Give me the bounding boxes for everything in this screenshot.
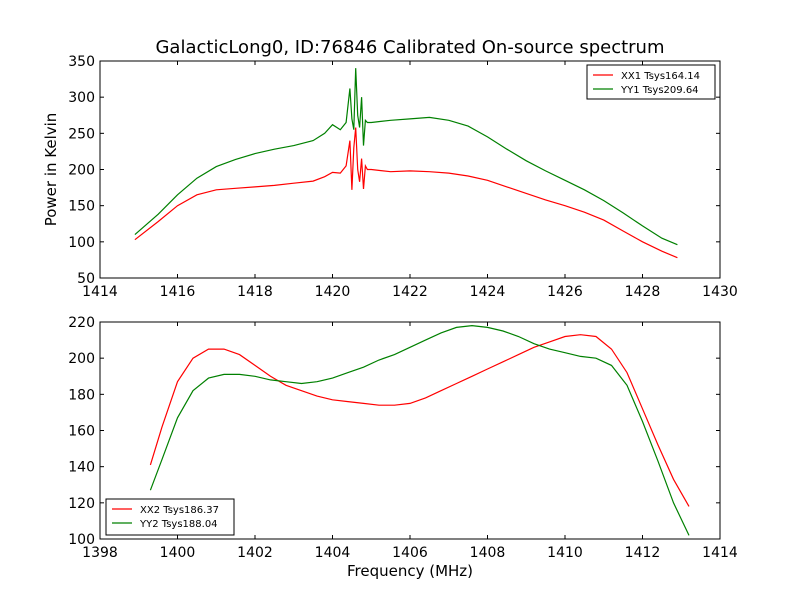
bottom-x-tick-label: 1402 xyxy=(237,545,273,561)
top-legend-label-2: YY1 Tsys209.64 xyxy=(620,85,699,96)
bottom-x-tick-label: 1406 xyxy=(392,545,428,561)
top-y-tick-label: 50 xyxy=(77,271,95,287)
bottom-x-tick-label: 1408 xyxy=(470,545,506,561)
bottom-x-tick-label: 1410 xyxy=(547,545,583,561)
bottom-x-axis-title: Frequency (MHz) xyxy=(347,562,473,580)
top-y-tick-label: 350 xyxy=(68,54,95,70)
bottom-x-tick-label: 1414 xyxy=(702,545,738,561)
bottom-series-line-2 xyxy=(149,324,690,536)
top-x-tick-label: 1420 xyxy=(315,284,351,300)
top-x-tick-label: 1424 xyxy=(470,284,506,300)
bottom-y-tick-label: 200 xyxy=(68,351,95,367)
top-y-tick-label: 150 xyxy=(68,199,95,215)
bottom-x-tick-label: 1412 xyxy=(625,545,661,561)
top-y-tick-label: 200 xyxy=(68,163,95,179)
bottom-y-tick-label: 220 xyxy=(68,315,95,331)
top-series-line-1 xyxy=(134,127,678,259)
top-y-axis-title: Power in Kelvin xyxy=(42,113,60,227)
top-x-tick-label: 1428 xyxy=(625,284,661,300)
top-legend-box xyxy=(586,64,716,100)
top-panel: 1414 1416 1418 1420 1422 1424 1426 1428 1430 50 10… xyxy=(42,54,738,300)
bottom-y-tick-label: 180 xyxy=(68,387,95,403)
bottom-x-tick-label: 1398 xyxy=(82,545,118,561)
figure-title: GalacticLong0, ID:76846 Calibrated On-so… xyxy=(155,37,664,58)
top-x-tick-label: 1414 xyxy=(82,284,118,300)
bottom-series-line-1 xyxy=(149,334,690,507)
top-x-tick-label: 1422 xyxy=(392,284,428,300)
top-series-line-2 xyxy=(134,68,678,246)
bottom-x-tick-label: 1400 xyxy=(160,545,196,561)
bottom-legend-box xyxy=(105,498,235,536)
bottom-legend-label-1: XX2 Tsys186.37 xyxy=(140,505,219,516)
top-y-tick-label: 300 xyxy=(68,90,95,106)
bottom-legend: XX2 Tsys186.37 YY2 Tsys188.04 xyxy=(105,498,235,536)
bottom-y-tick-label: 100 xyxy=(68,532,95,548)
top-legend-label-1: XX1 Tsys164.14 xyxy=(621,71,700,82)
top-y-tick-label: 100 xyxy=(68,235,95,251)
bottom-x-tick-label: 1404 xyxy=(315,545,351,561)
top-y-tick-label: 250 xyxy=(68,126,95,142)
top-x-tick-label: 1426 xyxy=(547,284,583,300)
bottom-y-tick-label: 120 xyxy=(68,496,95,512)
top-legend: XX1 Tsys164.14 YY1 Tsys209.64 xyxy=(586,64,716,100)
bottom-legend-label-2: YY2 Tsys188.04 xyxy=(139,519,218,530)
top-x-tick-label: 1430 xyxy=(702,284,738,300)
bottom-y-tick-label: 160 xyxy=(68,424,95,440)
top-x-tick-label: 1418 xyxy=(237,284,273,300)
bottom-y-tick-label: 140 xyxy=(68,460,95,476)
top-x-tick-label: 1416 xyxy=(160,284,196,300)
bottom-panel: 1398 1400 1402 1404 1406 1408 1410 1412 1414 100 1… xyxy=(68,315,738,580)
